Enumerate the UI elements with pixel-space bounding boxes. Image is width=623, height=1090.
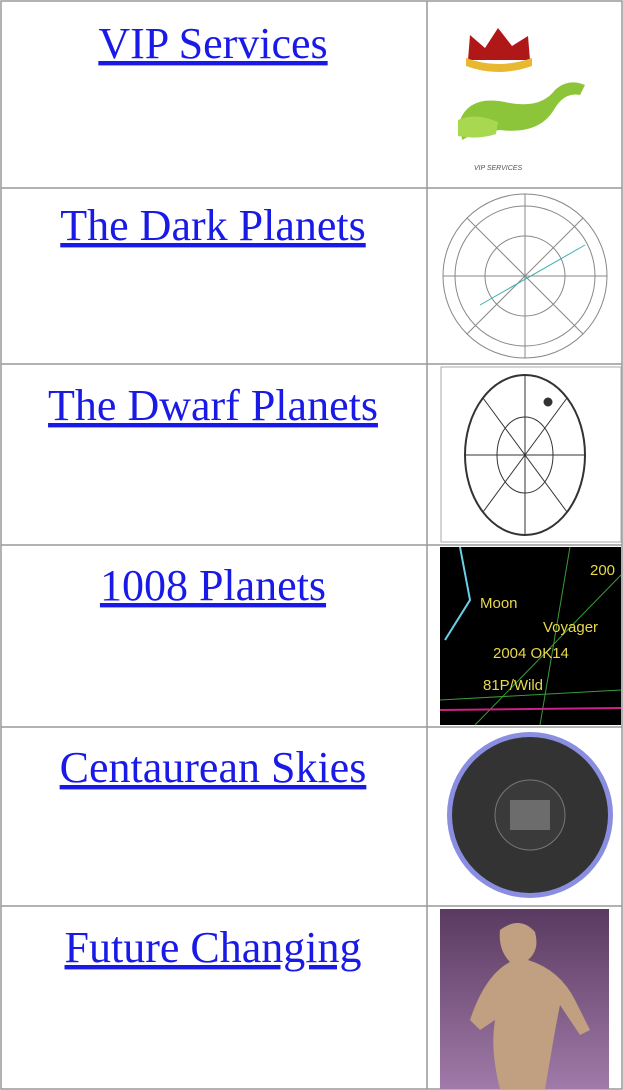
sky-label: Moon	[480, 595, 518, 612]
sky-label: 81P/Wild	[483, 677, 543, 694]
future-image[interactable]	[440, 909, 609, 1089]
row-link[interactable]: Centaurean Skies	[60, 743, 367, 792]
sky-label: 2004 OK14	[493, 645, 569, 662]
dark-planets-image[interactable]	[429, 190, 621, 362]
sky-map-image[interactable]: Moon Voyager 2004 OK14 81P/Wild 200	[440, 547, 621, 725]
dwarf-planets-image[interactable]	[441, 367, 621, 542]
row-link[interactable]: VIP Services	[98, 19, 327, 68]
image-caption: VIP SERVICES	[474, 165, 523, 172]
row-link[interactable]: Future Changing	[65, 923, 362, 972]
vip-image[interactable]: VIP SERVICES	[458, 28, 585, 172]
sky-label: Voyager	[543, 619, 598, 636]
centaurean-image[interactable]	[447, 732, 613, 898]
row-link[interactable]: 1008 Planets	[100, 561, 326, 610]
page: VIP SERVICES Moon Voyager 2004 OK14 81P	[0, 0, 623, 1090]
row-link[interactable]: The Dark Planets	[60, 201, 365, 250]
sky-label: 200	[590, 562, 615, 579]
link-column: VIP Services The Dark Planets The Dwarf Pl…	[48, 19, 378, 972]
row-link[interactable]: The Dwarf Planets	[48, 381, 378, 430]
